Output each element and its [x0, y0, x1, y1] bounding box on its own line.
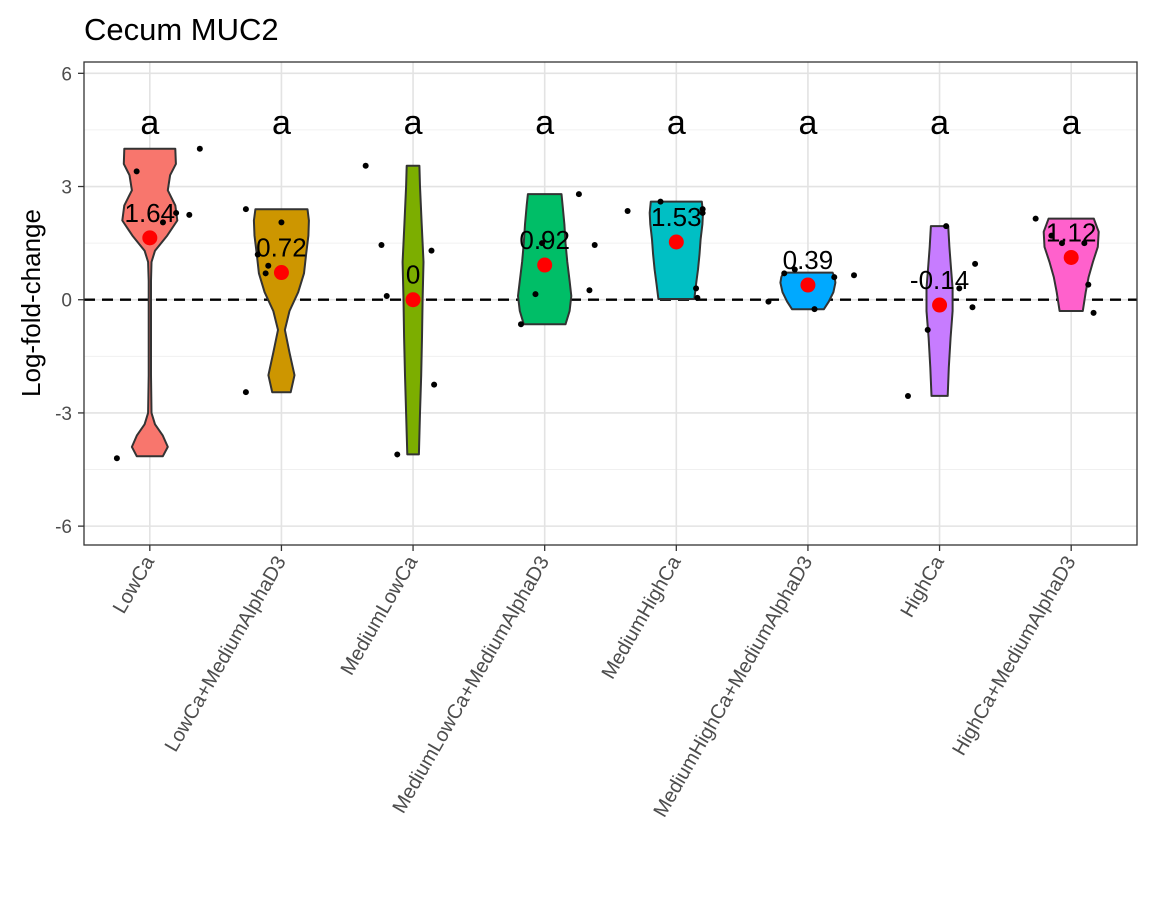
mean-label-7: -0.14	[910, 265, 969, 295]
data-point	[532, 291, 539, 298]
mean-label-6: 0.39	[783, 245, 834, 275]
data-point	[586, 287, 593, 294]
data-point	[699, 206, 706, 213]
violin-2	[252, 208, 310, 394]
data-point	[1048, 232, 1055, 239]
significance-letter-5: a	[667, 104, 686, 142]
jitter-points	[113, 145, 1097, 462]
data-point	[969, 304, 976, 311]
y-tick-label: 6	[61, 64, 72, 85]
significance-letter-4: a	[535, 104, 554, 142]
data-point	[196, 145, 203, 152]
data-point	[242, 206, 249, 213]
data-point	[431, 381, 438, 388]
data-point	[394, 451, 401, 458]
violin-3	[401, 164, 425, 456]
data-point	[765, 298, 772, 305]
violin-5	[648, 200, 704, 300]
y-axis-label: Log-fold-change	[16, 209, 46, 397]
significance-letter-1: a	[140, 104, 159, 142]
data-point	[831, 274, 838, 281]
data-point	[539, 240, 546, 247]
data-point	[956, 285, 963, 292]
data-point	[159, 219, 166, 226]
mean-marker-4	[537, 257, 553, 273]
data-point	[186, 211, 193, 218]
data-point	[1085, 281, 1092, 288]
violin-1	[121, 147, 179, 458]
y-tick-label: -3	[55, 404, 72, 425]
mean-label-1: 1.64	[125, 198, 176, 228]
mean-label-5: 1.53	[651, 202, 702, 232]
mean-marker-2	[273, 265, 289, 281]
significance-letter-7: a	[930, 104, 949, 142]
data-point	[265, 262, 272, 269]
data-point	[242, 389, 249, 396]
data-point	[1090, 309, 1097, 316]
mean-marker-6	[800, 277, 816, 293]
data-point	[943, 223, 950, 230]
data-point	[694, 294, 701, 301]
y-tick-label: 0	[61, 291, 72, 312]
data-point	[904, 392, 911, 399]
mean-label-8: 1.12	[1046, 217, 1097, 247]
data-point	[693, 285, 700, 292]
y-tick-label: 3	[61, 178, 72, 199]
data-point	[262, 270, 269, 277]
data-point	[254, 251, 261, 258]
data-point	[362, 162, 369, 169]
y-axis-ticks: -6 -3 0 3 6	[55, 64, 84, 538]
significance-letter-8: a	[1062, 104, 1081, 142]
data-point	[851, 272, 858, 279]
data-point	[1058, 240, 1065, 247]
data-point	[173, 209, 180, 216]
mean-label-4: 0.92	[519, 225, 570, 255]
data-point	[811, 306, 818, 313]
data-point	[517, 321, 524, 328]
significance-letter-2: a	[272, 104, 291, 142]
data-point	[972, 260, 979, 267]
data-point	[428, 247, 435, 254]
data-point	[378, 242, 385, 249]
significance-letter-3: a	[404, 104, 423, 142]
mean-marker-5	[668, 234, 684, 250]
panel-border	[83, 61, 1138, 546]
data-point	[278, 219, 285, 226]
mean-marker-8	[1063, 249, 1079, 265]
chart-title: Cecum MUC2	[84, 12, 279, 47]
mean-labels: 1.64 0.72 0 0.92 1.53 0.39 -0.14 1.12	[125, 198, 1097, 295]
data-point	[1032, 215, 1039, 222]
data-point	[591, 242, 598, 249]
mean-markers	[142, 230, 1079, 313]
violins	[121, 147, 1100, 458]
data-point	[624, 208, 631, 215]
data-point	[575, 191, 582, 198]
data-point	[924, 326, 931, 333]
data-point	[113, 455, 120, 462]
data-point	[133, 168, 140, 175]
y-tick-label: -6	[55, 517, 72, 538]
mean-marker-3	[405, 292, 421, 308]
data-point	[781, 270, 788, 277]
data-point	[1081, 240, 1088, 247]
mean-marker-1	[142, 230, 158, 246]
mean-label-2: 0.72	[256, 233, 307, 263]
data-point	[383, 292, 390, 299]
data-point	[791, 266, 798, 273]
mean-label-3: 0	[406, 260, 420, 290]
data-point	[657, 198, 664, 205]
significance-letter-6: a	[798, 104, 817, 142]
mean-marker-7	[932, 297, 948, 313]
